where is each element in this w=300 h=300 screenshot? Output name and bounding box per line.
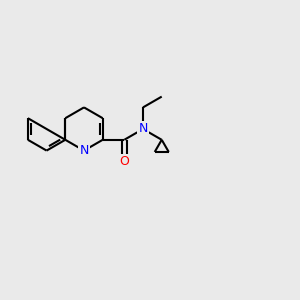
Text: O: O [119, 155, 129, 168]
Text: N: N [138, 122, 148, 136]
Text: N: N [79, 144, 89, 157]
